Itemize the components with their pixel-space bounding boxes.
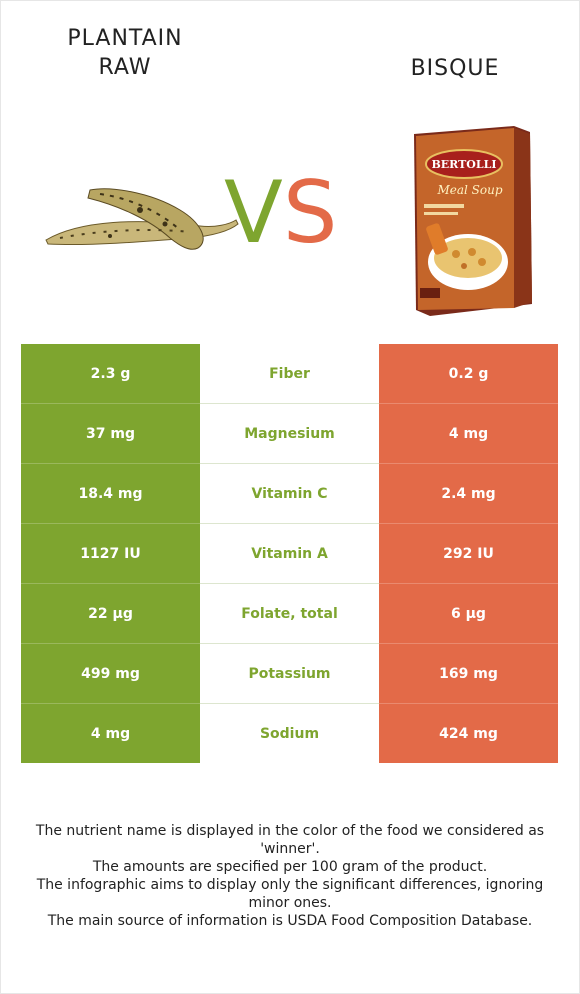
- footer-line: The nutrient name is displayed in the co…: [35, 823, 545, 857]
- left-value-cell: 18.4 mg: [21, 463, 200, 524]
- left-value-cell: 4 mg: [21, 703, 200, 763]
- right-value-cell: 0.2 g: [379, 344, 558, 404]
- table-row: 2.3 g Fiber 0.2 g: [21, 344, 558, 404]
- left-food-title-line1: PLANTAIN: [67, 26, 183, 51]
- left-value-cell: 37 mg: [21, 403, 200, 464]
- nutrient-name-cell: Magnesium: [200, 403, 379, 464]
- nutrient-name-cell: Vitamin C: [200, 463, 379, 524]
- right-food-title: BISQUE: [410, 56, 500, 81]
- vs-label: VS: [224, 168, 337, 258]
- table-row: 18.4 mg Vitamin C 2.4 mg: [21, 463, 558, 524]
- left-food-title: PLANTAIN RAW: [40, 24, 210, 82]
- comparison-table: 2.3 g Fiber 0.2 g 37 mg Magnesium 4 mg 1…: [21, 344, 558, 763]
- right-value-cell: 424 mg: [379, 703, 558, 763]
- right-value-cell: 4 mg: [379, 403, 558, 464]
- table-row: 499 mg Potassium 169 mg: [21, 643, 558, 704]
- footer-notes: The nutrient name is displayed in the co…: [30, 822, 550, 930]
- right-value-cell: 6 µg: [379, 583, 558, 644]
- right-value-cell: 169 mg: [379, 643, 558, 704]
- right-value-cell: 2.4 mg: [379, 463, 558, 524]
- right-value-cell: 292 IU: [379, 523, 558, 584]
- box-brand-text: BERTOLLI: [431, 158, 496, 171]
- table-row: 1127 IU Vitamin A 292 IU: [21, 523, 558, 584]
- left-value-cell: 499 mg: [21, 643, 200, 704]
- table-row: 4 mg Sodium 424 mg: [21, 703, 558, 763]
- plantain-image: [45, 188, 239, 250]
- vs-s: S: [282, 163, 338, 263]
- vs-v: V: [224, 163, 283, 263]
- bisque-box-image: BERTOLLI Meal Soup: [414, 126, 532, 316]
- nutrient-name-cell: Potassium: [200, 643, 379, 704]
- left-food-title-line2: RAW: [98, 55, 152, 80]
- nutrient-name-cell: Folate, total: [200, 583, 379, 644]
- nutrient-name-cell: Vitamin A: [200, 523, 379, 584]
- left-value-cell: 1127 IU: [21, 523, 200, 584]
- footer-line: The main source of information is USDA F…: [47, 913, 533, 929]
- footer-line: The infographic aims to display only the…: [36, 877, 544, 911]
- table-row: 22 µg Folate, total 6 µg: [21, 583, 558, 644]
- footer-line: The amounts are specified per 100 gram o…: [92, 859, 488, 875]
- left-value-cell: 22 µg: [21, 583, 200, 644]
- left-value-cell: 2.3 g: [21, 344, 200, 404]
- nutrient-name-cell: Sodium: [200, 703, 379, 763]
- nutrient-name-cell: Fiber: [200, 344, 379, 404]
- table-row: 37 mg Magnesium 4 mg: [21, 403, 558, 464]
- box-product-text: Meal Soup: [436, 183, 502, 197]
